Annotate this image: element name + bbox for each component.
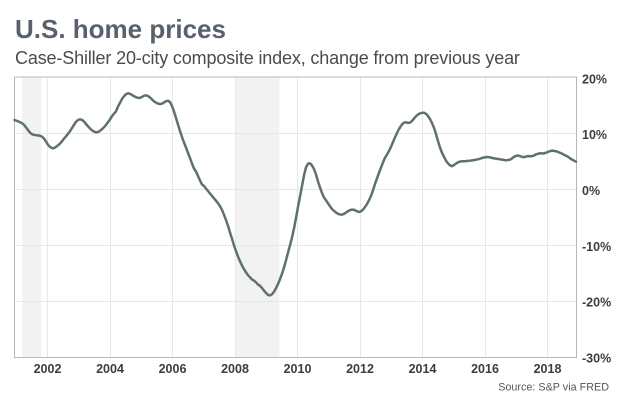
svg-text:2012: 2012 [346, 362, 374, 376]
svg-text:2002: 2002 [34, 362, 62, 376]
svg-text:0%: 0% [582, 184, 600, 198]
svg-text:2006: 2006 [159, 362, 187, 376]
svg-text:2010: 2010 [284, 362, 312, 376]
svg-text:2018: 2018 [534, 362, 562, 376]
svg-text:2008: 2008 [221, 362, 249, 376]
svg-text:2004: 2004 [96, 362, 124, 376]
svg-text:2014: 2014 [409, 362, 437, 376]
svg-text:-20%: -20% [582, 296, 611, 310]
svg-text:2016: 2016 [471, 362, 499, 376]
svg-text:-30%: -30% [582, 351, 611, 365]
svg-text:Source: S&P via FRED: Source: S&P via FRED [498, 382, 609, 394]
svg-text:20%: 20% [582, 72, 607, 86]
svg-text:-10%: -10% [582, 240, 611, 254]
svg-text:10%: 10% [582, 128, 607, 142]
